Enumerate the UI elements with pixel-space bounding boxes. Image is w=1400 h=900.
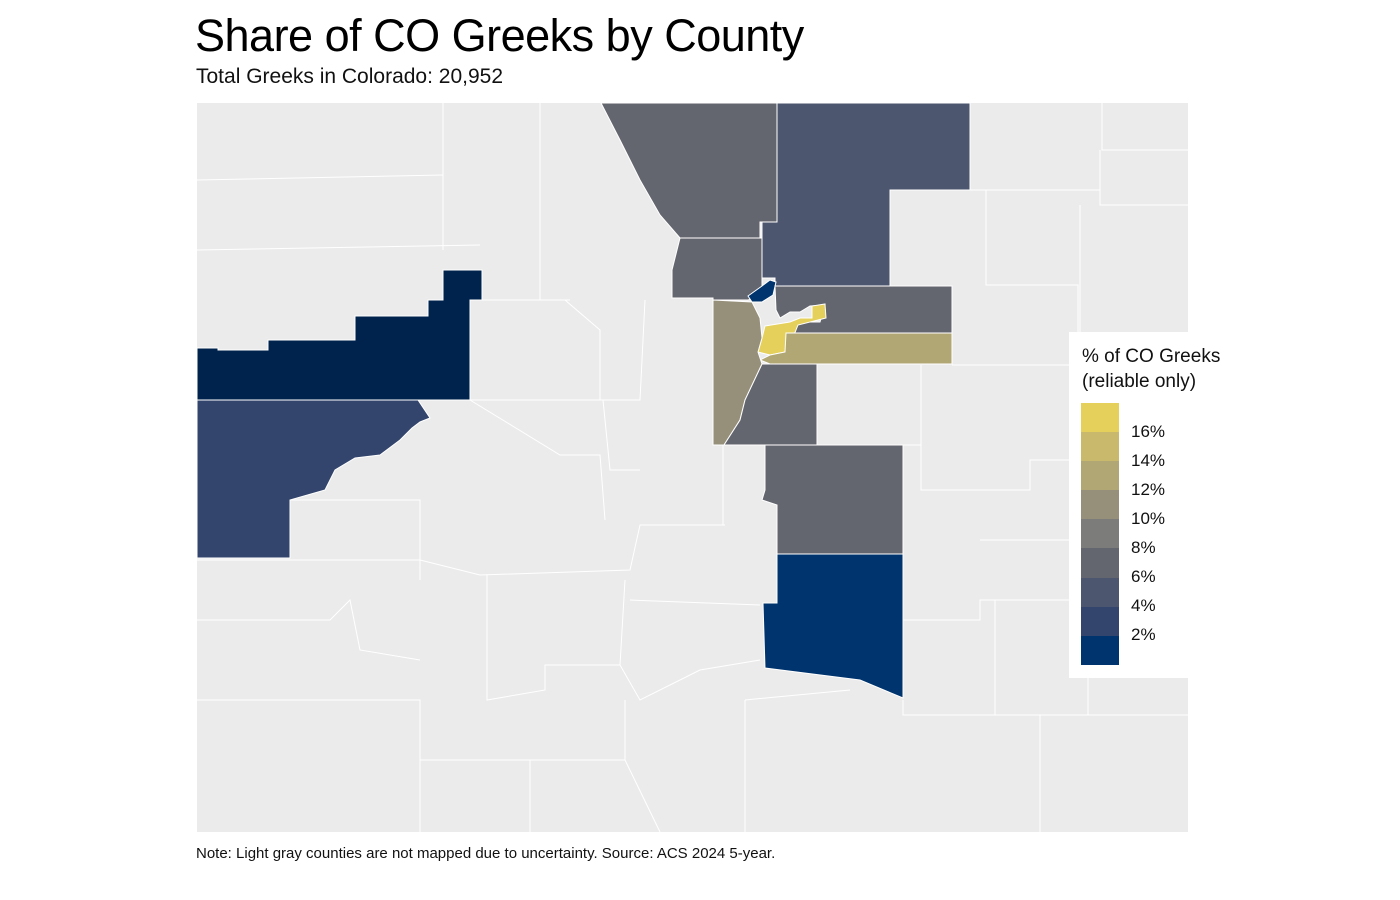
legend-swatch: [1081, 635, 1119, 665]
legend-swatch: [1081, 403, 1119, 433]
county-adams[interactable]: [774, 285, 953, 334]
county-denver[interactable]: [757, 303, 827, 356]
county-boulder[interactable]: [671, 237, 763, 301]
legend-label: 16%: [1131, 422, 1166, 441]
map-title: Share of CO Greeks by County: [195, 10, 804, 61]
legend-label: 12%: [1131, 480, 1166, 499]
legend-swatch: [1081, 490, 1119, 520]
county-douglas[interactable]: [723, 363, 818, 446]
county-routt[interactable]: [196, 269, 483, 401]
legend-swatch: [1081, 548, 1119, 578]
county-garfield[interactable]: [196, 399, 431, 559]
legend-label: 2%: [1131, 625, 1156, 644]
legend-swatch: [1081, 577, 1119, 607]
legend-title-line2: (reliable only): [1082, 371, 1197, 392]
legend-title: % of CO Greeks (reliable only): [1082, 344, 1220, 394]
legend-label: 6%: [1131, 567, 1156, 586]
legend-swatch: [1081, 519, 1119, 549]
county-arapahoe[interactable]: [758, 332, 953, 365]
legend-swatch: [1081, 606, 1119, 636]
legend-color-bar: [1081, 403, 1119, 665]
legend-label: 8%: [1131, 538, 1156, 557]
county-broomfield[interactable]: [747, 279, 777, 303]
county-el-paso[interactable]: [761, 444, 904, 555]
legend: % of CO Greeks (reliable only) 16% 14% 1…: [1069, 332, 1220, 678]
legend-swatch: [1081, 461, 1119, 491]
legend-swatch: [1081, 432, 1119, 462]
county-boundaries: [196, 103, 1188, 833]
legend-label: 14%: [1131, 451, 1166, 470]
county-pueblo[interactable]: [762, 553, 904, 699]
legend-label: 10%: [1131, 509, 1166, 528]
legend-title-line1: % of CO Greeks: [1082, 346, 1221, 367]
map-subtitle: Total Greeks in Colorado: 20,952: [196, 65, 504, 88]
legend-label: 4%: [1131, 596, 1156, 615]
map-caption: Note: Light gray counties are not mapped…: [196, 845, 776, 862]
